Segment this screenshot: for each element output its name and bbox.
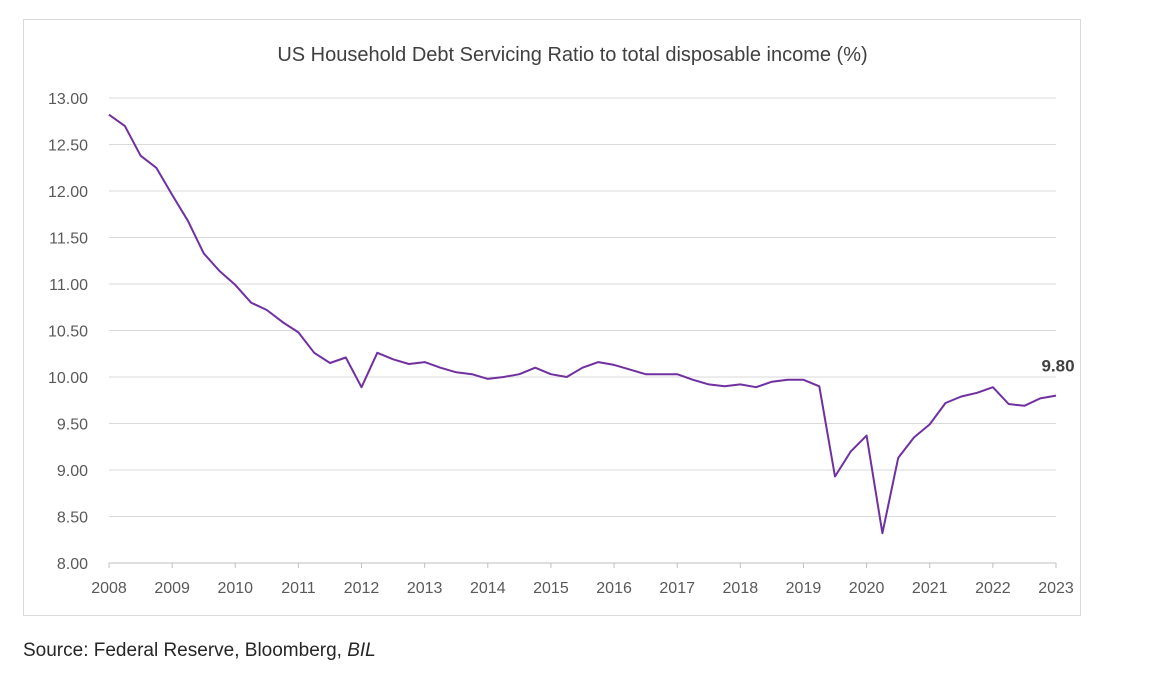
y-tick-label: 9.00 xyxy=(57,463,88,480)
y-tick-label: 13.00 xyxy=(48,91,88,108)
x-tick-label: 2009 xyxy=(154,580,190,597)
x-tick-label: 2023 xyxy=(1038,580,1074,597)
x-tick-label: 2022 xyxy=(975,580,1011,597)
x-tick-label: 2019 xyxy=(786,580,822,597)
y-tick-label: 10.00 xyxy=(48,370,88,387)
x-tick-label: 2013 xyxy=(407,580,443,597)
x-tick-label: 2010 xyxy=(217,580,253,597)
x-tick-label: 2008 xyxy=(91,580,127,597)
x-tick-label: 2020 xyxy=(849,580,885,597)
source-italic: BIL xyxy=(347,640,376,661)
x-tick-label: 2015 xyxy=(533,580,569,597)
y-tick-label: 8.50 xyxy=(57,510,88,527)
x-tick-label: 2017 xyxy=(659,580,695,597)
y-tick-label: 10.50 xyxy=(48,324,88,341)
y-tick-label: 9.50 xyxy=(57,417,88,434)
y-tick-label: 11.00 xyxy=(49,277,88,294)
x-tick-label: 2021 xyxy=(912,580,948,597)
x-tick-label: 2018 xyxy=(723,580,759,597)
chart-plot: US Household Debt Servicing Ratio to tot… xyxy=(48,44,1075,597)
y-tick-label: 11.50 xyxy=(49,231,88,248)
x-tick-label: 2012 xyxy=(344,580,380,597)
y-tick-label: 12.50 xyxy=(48,138,88,155)
chart-title: US Household Debt Servicing Ratio to tot… xyxy=(277,44,867,66)
x-tick-label: 2014 xyxy=(470,580,506,597)
source-note: Source: Federal Reserve, Bloomberg, BIL xyxy=(23,640,376,662)
source-text: Source: Federal Reserve, Bloomberg, xyxy=(23,640,348,661)
chart-frame: US Household Debt Servicing Ratio to tot… xyxy=(23,19,1081,616)
series-line xyxy=(108,113,1057,535)
y-tick-label: 12.00 xyxy=(48,184,88,201)
x-tick-label: 2011 xyxy=(281,580,316,597)
x-tick-label: 2016 xyxy=(596,580,632,597)
last-value-label: 9.80 xyxy=(1041,357,1074,376)
y-tick-label: 8.00 xyxy=(57,556,88,573)
